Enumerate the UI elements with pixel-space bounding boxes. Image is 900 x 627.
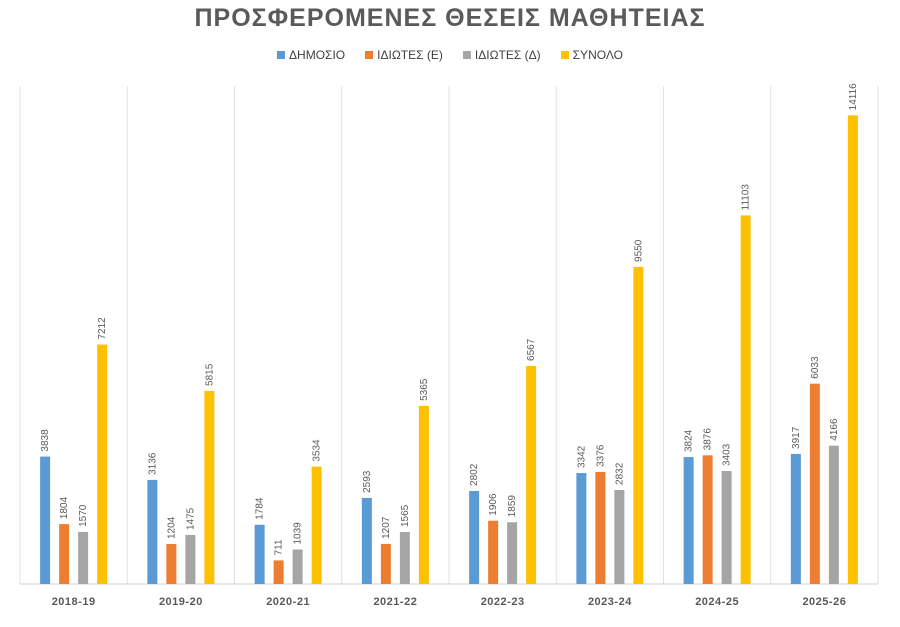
bar <box>361 497 372 584</box>
bar <box>166 544 177 584</box>
bar <box>78 531 89 584</box>
bar <box>273 560 284 584</box>
bar <box>595 471 606 584</box>
bar <box>488 520 499 584</box>
data-label: 2802 <box>469 463 480 486</box>
data-label: 1204 <box>166 516 177 539</box>
bar <box>507 522 518 584</box>
data-label: 6567 <box>526 338 537 361</box>
bar <box>702 455 713 584</box>
bar <box>97 344 108 584</box>
bar <box>847 115 858 584</box>
data-label: 3403 <box>722 443 733 466</box>
legend-swatch-synolo <box>560 51 569 59</box>
legend-item-idiotes-d: ΙΔΙΩΤΕΣ (Δ) <box>462 48 541 62</box>
legend-item-dimosio: ΔΗΜΟΣΙΟ <box>277 48 345 62</box>
x-tick-label: 2020-21 <box>266 596 310 608</box>
bar <box>40 456 51 584</box>
data-label: 1207 <box>381 516 392 539</box>
data-label: 3917 <box>791 426 802 449</box>
bar <box>790 453 801 584</box>
chart-legend: ΔΗΜΟΣΙΟ ΙΔΙΩΤΕΣ (Ε) ΙΔΙΩΤΕΣ (Δ) ΣΥΝΟΛΟ <box>0 48 900 62</box>
legend-item-idiotes-e: ΙΔΙΩΤΕΣ (Ε) <box>365 48 443 62</box>
data-label: 14116 <box>848 83 859 111</box>
bar <box>380 543 391 584</box>
bar <box>614 489 625 584</box>
bar <box>526 365 537 584</box>
bar <box>469 490 480 584</box>
bar <box>59 524 70 584</box>
bar <box>721 471 732 584</box>
x-tick-label: 2021-22 <box>373 596 417 608</box>
legend-label-synolo: ΣΥΝΟΛΟ <box>572 48 623 62</box>
bar <box>204 390 215 584</box>
data-label: 3876 <box>703 428 714 451</box>
bar <box>399 532 410 584</box>
x-tick-label: 2023-24 <box>588 596 632 608</box>
legend-label-idiotes-d: ΙΔΙΩΤΕΣ (Δ) <box>474 48 541 62</box>
legend-swatch-dimosio <box>277 51 286 59</box>
data-label: 1906 <box>488 493 499 516</box>
bar <box>254 524 265 584</box>
data-label: 9550 <box>633 239 644 262</box>
data-label: 2593 <box>362 470 373 493</box>
data-label: 5815 <box>204 363 215 386</box>
bar <box>828 445 839 584</box>
data-label: 3824 <box>684 429 695 452</box>
data-label: 1859 <box>507 495 518 518</box>
legend-label-idiotes-e: ΙΔΙΩΤΕΣ (Ε) <box>377 48 443 62</box>
x-tick-label: 2025-26 <box>802 596 846 608</box>
data-label: 3136 <box>147 452 158 475</box>
bar <box>633 266 644 584</box>
legend-item-synolo: ΣΥΝΟΛΟ <box>560 48 623 62</box>
legend-swatch-idiotes-e <box>365 51 374 59</box>
data-label: 6033 <box>810 356 821 379</box>
chart-title: ΠΡΟΣΦΕΡΟΜΕΝΕΣ ΘΕΣΕΙΣ ΜΑΘΗΤΕΙΑΣ <box>194 4 706 32</box>
x-tick-label: 2024-25 <box>695 596 739 608</box>
data-label: 3534 <box>312 439 323 462</box>
data-label: 711 <box>274 539 285 555</box>
bar <box>740 215 751 584</box>
legend-label-dimosio: ΔΗΜΟΣΙΟ <box>289 48 346 62</box>
x-tick-label: 2018-19 <box>52 596 96 608</box>
x-tick-label: 2022-23 <box>481 596 525 608</box>
data-label: 1784 <box>255 497 266 520</box>
data-label: 1565 <box>400 504 411 527</box>
bar <box>576 473 587 584</box>
data-label: 1039 <box>293 522 304 545</box>
bar <box>683 457 694 584</box>
bar <box>185 535 196 584</box>
data-label: 3342 <box>576 445 587 468</box>
data-label: 5365 <box>419 378 430 401</box>
data-label: 4166 <box>829 418 840 441</box>
legend-swatch-idiotes-d <box>462 51 471 59</box>
x-tick-label: 2019-20 <box>159 596 203 608</box>
bar <box>292 549 303 584</box>
bar <box>418 405 429 584</box>
data-label: 2832 <box>614 462 625 485</box>
bar <box>311 466 322 584</box>
bar <box>809 383 820 584</box>
data-label: 3838 <box>40 429 51 452</box>
data-label: 1804 <box>59 496 70 519</box>
data-label: 7212 <box>97 317 108 340</box>
data-label: 11103 <box>741 184 752 211</box>
data-label: 1475 <box>185 507 196 530</box>
bar <box>147 479 158 584</box>
data-label: 1570 <box>78 504 89 527</box>
data-label: 3376 <box>595 444 606 467</box>
